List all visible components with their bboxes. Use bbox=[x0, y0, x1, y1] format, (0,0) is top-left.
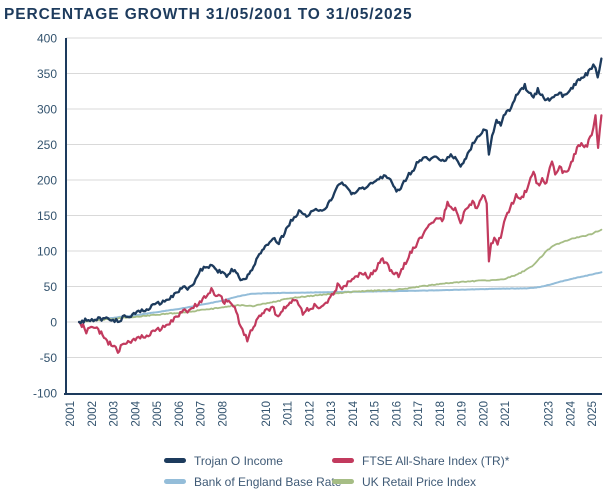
y-tick-label: -100 bbox=[33, 387, 57, 401]
x-tick-label: 2021 bbox=[500, 401, 512, 427]
legend-item-trojan-o-income: Trojan O Income bbox=[164, 452, 332, 469]
x-tick-label: 2015 bbox=[370, 401, 382, 427]
x-tick-label: 2012 bbox=[304, 401, 316, 427]
legend-item-boe-base-rate: Bank of England Base Rate bbox=[164, 473, 341, 490]
x-tick-label: 2017 bbox=[413, 401, 425, 427]
x-tick-label: 2016 bbox=[391, 401, 403, 427]
x-tick-label: 2011 bbox=[283, 401, 295, 426]
y-tick-label: 300 bbox=[37, 103, 57, 117]
x-tick-label: 2010 bbox=[261, 401, 273, 427]
y-tick-label: 350 bbox=[37, 67, 57, 81]
line-swatch-icon bbox=[164, 479, 186, 484]
x-tick-label: 2002 bbox=[87, 401, 99, 427]
x-tick-label: 2025 bbox=[587, 401, 599, 427]
y-tick-label: 200 bbox=[37, 174, 57, 188]
line-swatch-icon bbox=[332, 458, 354, 463]
x-tick-label: 2006 bbox=[174, 401, 186, 427]
y-tick-label: 150 bbox=[37, 209, 57, 223]
y-tick-label: 250 bbox=[37, 138, 57, 152]
series-line-trojan-o-income bbox=[77, 57, 603, 325]
legend-item-uk-rpi: UK Retail Price Index bbox=[332, 473, 509, 490]
series-line-uk-retail-price-index bbox=[78, 228, 603, 323]
x-tick-label: 2001 bbox=[65, 401, 77, 427]
x-tick-label: 2023 bbox=[544, 401, 556, 427]
x-tick-label: 2005 bbox=[152, 401, 164, 427]
y-tick-label: 50 bbox=[44, 280, 58, 294]
legend-label: FTSE All-Share Index (TR)* bbox=[362, 453, 510, 468]
series-line-ftse-all-share-index-tr bbox=[77, 114, 603, 354]
x-tick-label: 2014 bbox=[348, 400, 360, 426]
line-swatch-icon bbox=[164, 458, 186, 463]
line-chart: 400 350 300 250 200 150 100 50 0 -50 -100 2001 2002 2… bbox=[33, 32, 603, 427]
y-tick-label: 0 bbox=[50, 316, 57, 330]
y-tick-label: 100 bbox=[37, 245, 57, 259]
legend-label: Trojan O Income bbox=[194, 453, 283, 468]
x-tick-label: 2007 bbox=[196, 401, 208, 427]
line-swatch-icon bbox=[332, 479, 354, 484]
legend-item-ftse-all-share: FTSE All-Share Index (TR)* bbox=[332, 452, 509, 469]
chart-title: PERCENTAGE GROWTH 31/05/2001 TO 31/05/20… bbox=[4, 6, 413, 23]
x-tick-label: 2008 bbox=[217, 401, 229, 427]
x-tick-label: 2003 bbox=[109, 401, 121, 427]
legend-label: Bank of England Base Rate bbox=[194, 474, 342, 489]
chart-legend: Trojan O Income FTSE All-Share Index (TR… bbox=[164, 452, 509, 490]
x-tick-label: 2013 bbox=[326, 401, 338, 427]
x-tick-label: 2018 bbox=[435, 401, 447, 427]
y-tick-label: 400 bbox=[37, 32, 57, 46]
y-tick-label: -50 bbox=[40, 351, 58, 365]
x-tick-label: 2004 bbox=[130, 400, 142, 426]
x-tick-label: 2020 bbox=[478, 401, 490, 427]
x-tick-label: 2024 bbox=[565, 400, 577, 426]
legend-label: UK Retail Price Index bbox=[362, 474, 477, 489]
x-tick-label: 2019 bbox=[457, 401, 469, 427]
